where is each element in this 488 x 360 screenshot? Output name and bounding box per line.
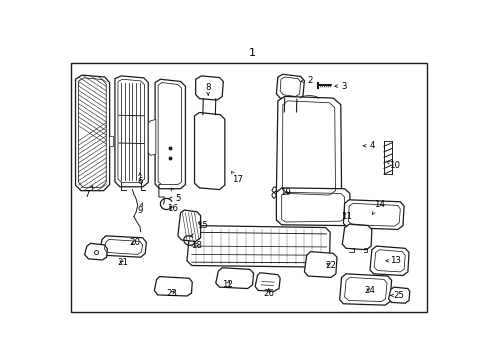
- Text: 4: 4: [363, 141, 374, 150]
- Text: 18: 18: [191, 241, 202, 250]
- Text: 9: 9: [137, 203, 142, 215]
- Polygon shape: [154, 276, 192, 296]
- Text: 15: 15: [196, 221, 207, 230]
- Text: 2: 2: [300, 76, 313, 85]
- Polygon shape: [195, 76, 223, 100]
- Text: 23: 23: [166, 289, 177, 298]
- Text: 19: 19: [280, 188, 290, 197]
- Polygon shape: [388, 287, 409, 303]
- Text: 24: 24: [364, 286, 375, 295]
- Text: 3: 3: [334, 82, 346, 91]
- Polygon shape: [115, 76, 148, 187]
- Polygon shape: [255, 273, 280, 291]
- Text: 11: 11: [340, 212, 351, 221]
- Text: 22: 22: [325, 261, 336, 270]
- Polygon shape: [343, 200, 403, 229]
- Text: 14: 14: [371, 200, 384, 215]
- Text: 5: 5: [170, 188, 181, 203]
- Polygon shape: [178, 210, 200, 242]
- Polygon shape: [342, 224, 371, 250]
- Polygon shape: [304, 252, 336, 278]
- Text: 7: 7: [84, 186, 93, 199]
- Text: 13: 13: [385, 256, 400, 265]
- Text: 25: 25: [390, 291, 404, 300]
- Polygon shape: [84, 243, 107, 260]
- Polygon shape: [276, 96, 341, 201]
- Polygon shape: [75, 75, 109, 191]
- Text: 10: 10: [386, 161, 399, 170]
- Polygon shape: [148, 120, 156, 156]
- Polygon shape: [118, 79, 144, 183]
- Text: 26: 26: [263, 289, 274, 298]
- Polygon shape: [276, 74, 304, 100]
- Text: 17: 17: [231, 171, 243, 184]
- Bar: [109, 136, 113, 146]
- Text: 8: 8: [205, 83, 210, 95]
- Text: 21: 21: [117, 258, 128, 267]
- Polygon shape: [100, 236, 146, 257]
- Polygon shape: [155, 79, 185, 189]
- Polygon shape: [369, 246, 408, 275]
- Text: 20: 20: [129, 238, 140, 247]
- Polygon shape: [339, 274, 391, 305]
- Polygon shape: [215, 268, 253, 288]
- Text: 12: 12: [221, 280, 232, 289]
- Polygon shape: [186, 226, 329, 267]
- Polygon shape: [276, 188, 349, 226]
- Polygon shape: [194, 112, 224, 190]
- Text: 6: 6: [137, 173, 142, 186]
- Text: 16: 16: [167, 204, 178, 213]
- Text: 1: 1: [248, 48, 256, 58]
